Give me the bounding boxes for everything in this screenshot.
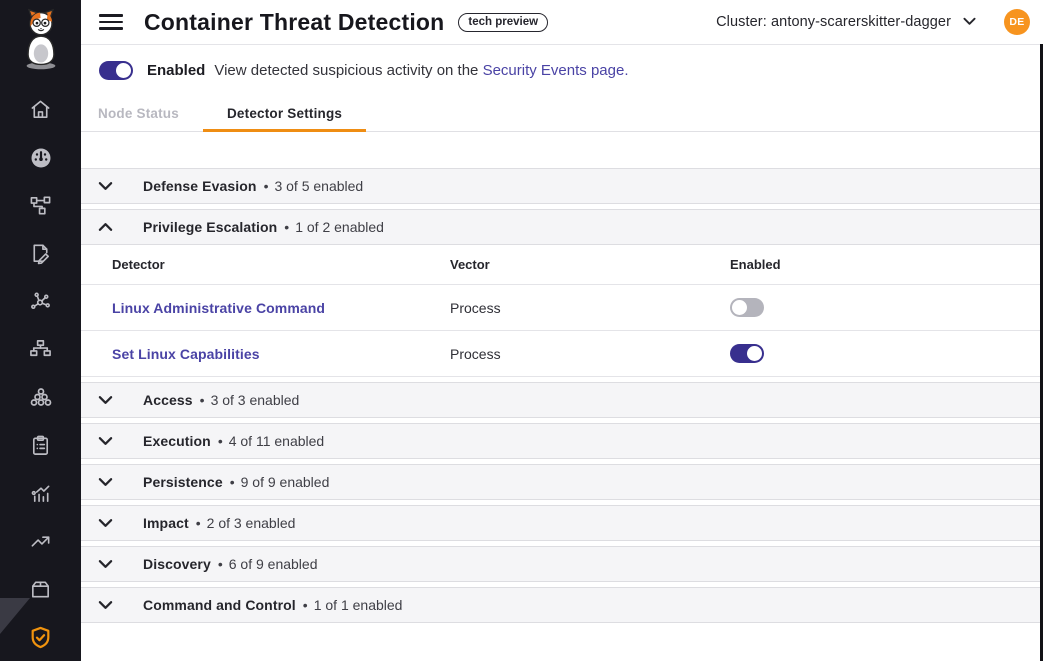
section-persistence: Persistence • 9 of 9 enabled [81,464,1043,500]
sidebar-item-sitemap[interactable] [0,328,81,376]
chevron-up-icon [97,219,113,235]
detection-enabled-toggle[interactable] [99,61,133,80]
tech-preview-badge: tech preview [458,12,549,32]
calico-cat-logo[interactable] [0,0,81,88]
threat-defense-shield-icon [28,625,53,655]
sidebar-item-nodes[interactable] [0,280,81,328]
dashboard-gauge-icon [29,146,53,175]
app-header: Container Threat Detection tech preview … [81,0,1043,45]
section-access: Access • 3 of 3 enabled [81,382,1043,418]
security-events-link[interactable]: Security Events page. [482,62,629,79]
tab-detector-settings[interactable]: Detector Settings [202,95,367,132]
detector-link-linux-administrative-command[interactable]: Linux Administrative Command [112,299,326,316]
sidebar-item-dashboard[interactable] [0,136,81,184]
sidebar-item-service-graph[interactable] [0,184,81,232]
sidebar-nav [0,88,81,664]
chevron-down-icon [97,556,113,572]
service-graph-icon [29,194,52,222]
window-right-edge [1040,44,1043,661]
chevron-down-icon [97,392,113,408]
chevron-down-icon [97,178,113,194]
status-description: View detected suspicious activity on the… [214,62,629,79]
section-privilege-escalation: Privilege Escalation • 1 of 2 enabled Det… [81,209,1043,377]
package-icon [29,578,52,606]
sidebar-item-activity[interactable] [0,472,81,520]
compliance-icon [29,434,52,462]
cluster-dropdown-label: Cluster: antony-scarerskitter-dagger [716,14,951,30]
section-execution: Execution • 4 of 11 enabled [81,423,1043,459]
vector-cell: Process [450,345,501,362]
sidebar [0,0,81,661]
chevron-down-icon [97,433,113,449]
chevron-down-icon [97,597,113,613]
column-header-enabled: Enabled [730,257,781,272]
detector-toggle[interactable] [730,298,764,317]
sidebar-item-policies[interactable] [0,232,81,280]
section-discovery: Discovery • 6 of 9 enabled [81,546,1043,582]
table-row: Set Linux Capabilities Process [81,331,1043,377]
sidebar-item-home[interactable] [0,88,81,136]
detection-status-row: Enabled View detected suspicious activit… [99,61,1043,80]
vector-cell: Process [450,299,501,316]
section-header[interactable]: Privilege Escalation • 1 of 2 enabled [81,209,1043,245]
column-header-detector: Detector [112,257,165,272]
activity-chart-icon [29,482,52,510]
policies-icon [29,242,52,270]
clusters-icon [29,386,53,415]
enabled-label: Enabled [147,62,206,79]
home-icon [29,98,52,126]
section-header[interactable]: Persistence • 9 of 9 enabled [81,464,1043,500]
sidebar-item-trends[interactable] [0,520,81,568]
sitemap-icon [29,338,52,366]
page-title: Container Threat Detection [144,8,445,35]
table-row: Linux Administrative Command Process [81,285,1043,331]
detector-toggle[interactable] [730,344,764,363]
tab-bar: Node Status Detector Settings [81,95,1043,132]
section-header[interactable]: Defense Evasion • 3 of 5 enabled [81,168,1043,204]
sidebar-item-clusters[interactable] [0,376,81,424]
section-defense-evasion: Defense Evasion • 3 of 5 enabled [81,168,1043,204]
user-avatar[interactable]: DE [1004,9,1030,35]
menu-hamburger-button[interactable] [99,13,123,31]
chevron-down-icon [97,474,113,490]
tab-node-status[interactable]: Node Status [98,105,179,121]
main-content: Container Threat Detection tech preview … [81,0,1043,661]
section-impact: Impact • 2 of 3 enabled [81,505,1043,541]
nodes-icon [29,290,52,318]
detector-sections: Defense Evasion • 3 of 5 enabled Privileg… [81,168,1043,623]
sidebar-item-compliance[interactable] [0,424,81,472]
chevron-down-icon [963,14,976,30]
sidebar-item-packages[interactable] [0,568,81,616]
chevron-down-icon [97,515,113,531]
section-header[interactable]: Command and Control • 1 of 1 enabled [81,587,1043,623]
section-header[interactable]: Discovery • 6 of 9 enabled [81,546,1043,582]
column-header-vector: Vector [450,257,490,272]
trend-icon [29,530,52,558]
sidebar-corner-wedge [0,598,30,634]
detector-table-header: Detector Vector Enabled [81,245,1043,285]
section-command-and-control: Command and Control • 1 of 1 enabled [81,587,1043,623]
section-header[interactable]: Execution • 4 of 11 enabled [81,423,1043,459]
detector-table: Detector Vector Enabled Linux Administra… [81,245,1043,377]
sidebar-item-threat-defense[interactable] [0,616,81,664]
section-header[interactable]: Impact • 2 of 3 enabled [81,505,1043,541]
detector-link-set-linux-capabilities[interactable]: Set Linux Capabilities [112,345,260,362]
cluster-dropdown[interactable]: Cluster: antony-scarerskitter-dagger [716,14,976,30]
section-header[interactable]: Access • 3 of 3 enabled [81,382,1043,418]
